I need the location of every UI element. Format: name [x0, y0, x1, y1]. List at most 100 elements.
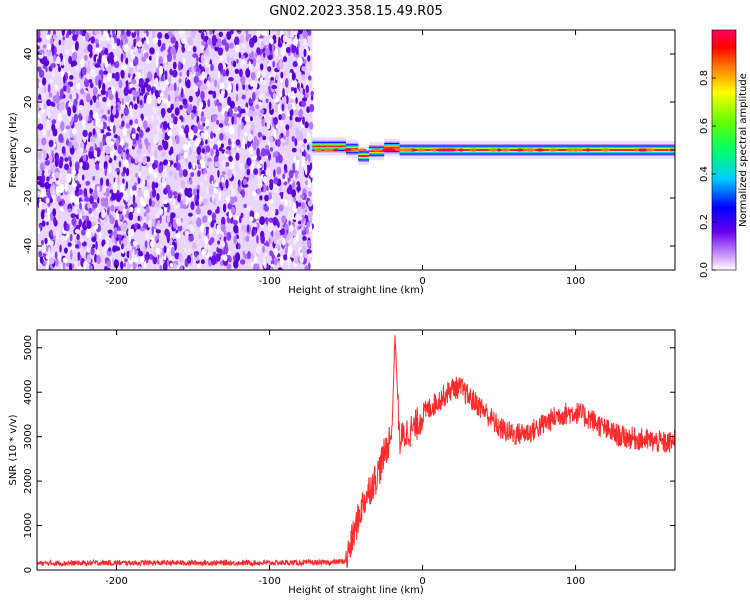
heatmap-cell — [124, 142, 129, 149]
heatmap-cell — [266, 185, 269, 191]
x-tick-label: 0 — [419, 276, 425, 287]
heatmap-cell — [168, 170, 173, 177]
heatmap-cell — [102, 185, 107, 193]
y-tick-label: 20 — [23, 96, 34, 109]
heatmap-cell — [204, 118, 210, 127]
y-tick-label: 0 — [23, 147, 34, 153]
heatmap-cell — [277, 267, 283, 270]
heatmap-cell — [287, 251, 290, 261]
heatmap-cell — [193, 84, 199, 93]
heatmap-cell — [308, 253, 313, 258]
heatmap-cell — [54, 95, 61, 104]
heatmap-cell — [55, 258, 59, 267]
heatmap-cell — [162, 160, 168, 166]
heatmap-cell — [47, 83, 51, 93]
snr-frame — [36, 329, 676, 571]
heatmap-cell — [161, 132, 165, 139]
signal-spot — [333, 148, 338, 152]
heatmap-cell — [104, 47, 109, 56]
heatmap-cell — [301, 66, 307, 72]
heatmap-cell — [235, 152, 240, 161]
heatmap-cell — [182, 57, 186, 66]
heatmap-cell — [54, 171, 60, 179]
heatmap-cell — [269, 179, 274, 184]
heatmap-cell — [93, 119, 97, 127]
heatmap-cell — [86, 247, 91, 253]
heatmap-cell — [69, 234, 73, 242]
heatmap-cell — [246, 168, 251, 176]
heatmap-cell — [162, 139, 165, 147]
heatmap-cell — [148, 198, 152, 207]
heatmap-cell — [154, 212, 160, 219]
heatmap-cell — [169, 262, 174, 268]
heatmap-cell — [110, 204, 115, 212]
heatmap-cell — [262, 176, 268, 184]
heatmap-cell — [147, 219, 152, 228]
heatmap-cell — [74, 238, 78, 245]
heatmap-cell — [70, 213, 76, 219]
heatmap-cell — [220, 143, 225, 149]
heatmap-cell — [251, 156, 257, 161]
heatmap-cell — [74, 175, 78, 181]
heatmap-cell — [132, 30, 135, 33]
heatmap-cell — [199, 104, 202, 113]
heatmap-cell — [121, 249, 125, 254]
heatmap-cell — [189, 179, 193, 185]
heatmap-cell — [199, 196, 203, 201]
heatmap-cell — [226, 31, 232, 40]
heatmap-cell — [306, 240, 312, 248]
heatmap-cell — [284, 78, 289, 88]
heatmap-cell — [280, 228, 285, 236]
heatmap-cell — [210, 148, 214, 157]
heatmap-cell — [81, 210, 85, 218]
snr-panel: -200 -100 0 100 0 1000 2000 3000 4000 5000 Heigh… — [8, 329, 676, 596]
heatmap-cell — [245, 106, 248, 112]
heatmap-cell — [159, 65, 164, 76]
heatmap-cell — [137, 47, 142, 54]
heatmap-cell — [308, 121, 314, 130]
heatmap-cell — [131, 89, 137, 96]
heatmap-cell — [52, 34, 58, 40]
heatmap-cell — [236, 146, 240, 151]
heatmap-cell — [146, 184, 150, 189]
heatmap-cell — [98, 121, 104, 130]
heatmap-cell — [224, 117, 229, 127]
heatmap-cell — [181, 44, 186, 53]
heatmap-cell — [100, 89, 106, 96]
heatmap-cell — [263, 258, 267, 263]
heatmap-cell — [299, 87, 303, 93]
heatmap-cell — [239, 54, 245, 60]
heatmap-cell — [264, 144, 270, 150]
heatmap-cell — [246, 205, 252, 211]
heatmap-cell — [201, 40, 206, 46]
heatmap-cell — [253, 135, 257, 143]
heatmap-cell — [211, 34, 217, 44]
heatmap-cell — [233, 116, 237, 125]
heatmap-cell — [154, 77, 159, 86]
heatmap-cell — [39, 244, 43, 249]
heatmap-cell — [303, 138, 307, 144]
signal-spot — [458, 148, 464, 152]
heatmap-cell — [89, 213, 95, 218]
heatmap-cell — [310, 170, 313, 178]
heatmap-cell — [167, 31, 172, 36]
heatmap-cell — [83, 91, 87, 98]
heatmap-cell — [229, 100, 235, 109]
heatmap-cell — [202, 197, 208, 206]
heatmap-cell — [46, 207, 50, 217]
heatmap-cell — [104, 145, 111, 155]
heatmap-cell — [108, 214, 113, 220]
heatmap-cell — [282, 87, 285, 98]
heatmap-cell — [187, 107, 192, 115]
heatmap-cell — [143, 120, 148, 130]
heatmap-cell — [40, 239, 44, 246]
heatmap-cell — [303, 48, 307, 58]
heatmap-cell — [92, 244, 96, 249]
colorbar-tick-label: 0.2 — [699, 214, 710, 230]
heatmap-cell — [94, 253, 98, 263]
heatmap-cell — [96, 147, 101, 158]
heatmap-cell — [233, 224, 239, 234]
heatmap-cell — [136, 207, 141, 214]
snr-x-axis: -200 -100 0 100 — [105, 330, 585, 587]
y-tick-label: -40 — [23, 238, 34, 254]
